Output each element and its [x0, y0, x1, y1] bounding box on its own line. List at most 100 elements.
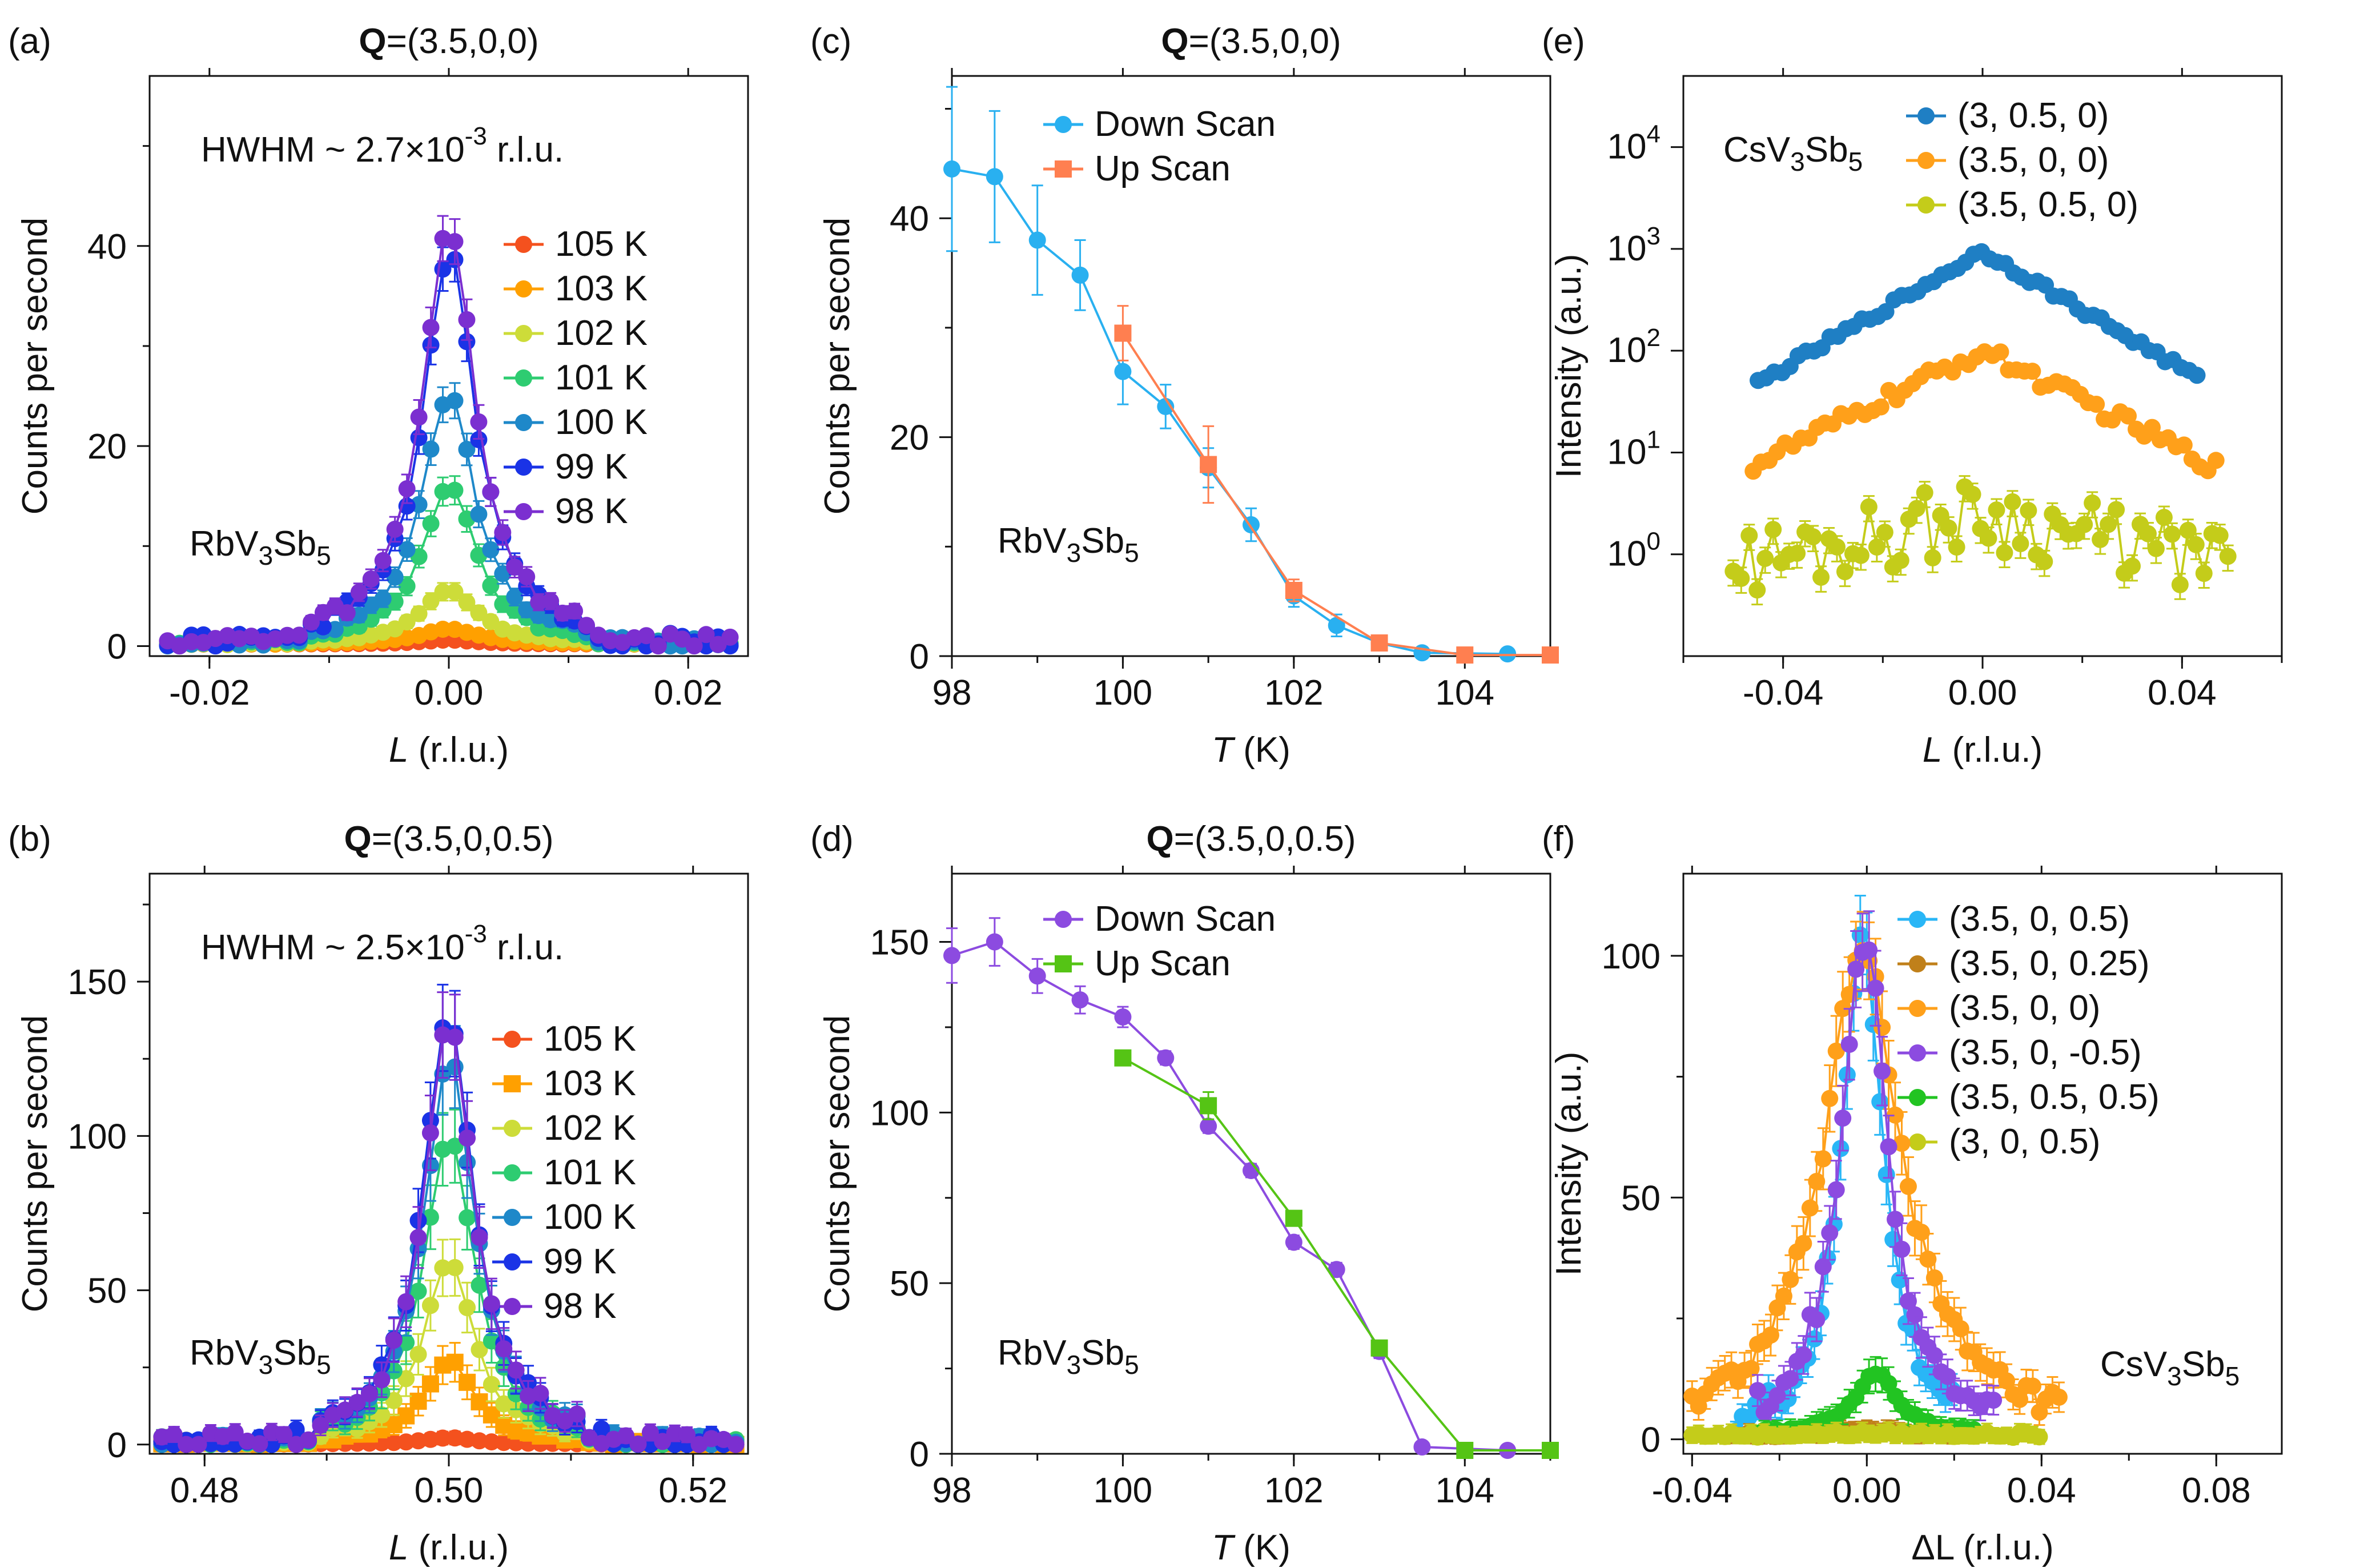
data-point: [421, 1375, 439, 1393]
data-point: [532, 1385, 549, 1402]
legend-marker: [515, 369, 532, 387]
x-tick-label: 102: [1264, 673, 1323, 713]
data-point: [1814, 1258, 1832, 1276]
data-point: [495, 1340, 513, 1358]
data-point: [1285, 1233, 1302, 1251]
data-point: [458, 593, 476, 611]
data-point: [1998, 1372, 2016, 1390]
series-line: [167, 489, 730, 646]
data-point: [434, 620, 452, 638]
data-point: [1808, 1172, 1826, 1190]
data-point: [410, 408, 428, 426]
legend-marker: [1917, 107, 1935, 124]
data-point: [471, 1432, 488, 1450]
x-axis-label: T (K): [1212, 730, 1290, 770]
panel-label: (b): [8, 819, 51, 859]
data-point: [2219, 548, 2237, 565]
data-point: [2124, 557, 2141, 575]
data-point: [1964, 485, 1981, 503]
data-point: [1840, 1035, 1858, 1053]
data-point: [421, 1124, 439, 1142]
legend-marker: [515, 414, 532, 431]
data-point: [1876, 524, 1893, 541]
data-point: [943, 947, 960, 964]
data-point: [2171, 576, 2189, 593]
data-point: [1756, 549, 1774, 567]
x-tick-label: 0.00: [1948, 673, 2017, 713]
data-point: [1413, 644, 1431, 662]
data-point: [494, 524, 512, 541]
legend-label: 103 K: [544, 1064, 636, 1103]
panel-label: (d): [810, 819, 854, 859]
y-tick-label: 0: [107, 1426, 127, 1465]
data-point: [678, 1426, 696, 1444]
y-axis-label: Counts per second: [15, 1015, 55, 1312]
data-point: [446, 1137, 464, 1155]
data-point: [336, 1401, 354, 1419]
data-point: [2024, 1377, 2041, 1395]
legend-label: 98 K: [544, 1286, 617, 1326]
data-point: [641, 1424, 659, 1441]
data-point: [2050, 1388, 2068, 1406]
legend-label: 99 K: [544, 1242, 617, 1281]
data-point: [470, 604, 488, 622]
data-point: [409, 1282, 427, 1300]
data-point: [398, 541, 416, 558]
data-point: [1827, 1181, 1845, 1199]
data-point: [1821, 1224, 1839, 1242]
y-tick-label: 102: [1607, 324, 1661, 370]
x-tick-label: 0.50: [415, 1471, 484, 1510]
y-tick-label: 0: [107, 627, 127, 666]
y-tick-label: 50: [87, 1272, 127, 1311]
panel-b: (b) Q=(3.5,0,0.5) 0.48 0.50 0.52 L (r.l.u.) 0 5…: [8, 819, 749, 1567]
data-point: [593, 1420, 610, 1438]
data-point: [1948, 538, 1965, 556]
data-layer: [1724, 243, 2237, 606]
legend-label: (3, 0.5, 0): [1957, 96, 2109, 135]
y-tick-label: 50: [890, 1264, 929, 1304]
data-point: [1893, 1135, 1911, 1152]
data-point: [506, 588, 524, 606]
sample-label: RbV3Sb5: [998, 521, 1139, 568]
data-point: [1916, 484, 1933, 501]
data-point: [1834, 1109, 1852, 1127]
sample-label: RbV3Sb5: [190, 1333, 331, 1380]
data-point: [471, 1341, 488, 1358]
y-tick-label: 40: [87, 227, 127, 267]
data-point: [458, 333, 476, 351]
data-point: [1899, 1177, 1917, 1195]
data-point: [2179, 521, 2197, 539]
data-point: [1834, 1000, 1852, 1018]
sample-label: CsV3Sb5: [2100, 1345, 2240, 1391]
x-tick-label: 0.00: [1832, 1471, 1901, 1510]
data-point: [1906, 1306, 1924, 1324]
data-point: [1328, 1261, 1345, 1278]
data-point: [1996, 544, 2013, 562]
data-point: [1860, 941, 1878, 959]
legend-marker: [1917, 152, 1935, 169]
chart-title: Q=(3.5,0,0): [1161, 22, 1341, 61]
data-point: [685, 637, 703, 655]
legend-label: Up Scan: [1095, 944, 1231, 983]
data-point: [2084, 494, 2101, 512]
x-tick-label: 0.08: [2182, 1471, 2251, 1510]
legend: 105 K 103 K 102 K 101 K 100 K 99 K 98 K: [504, 224, 648, 531]
sample-label: RbV3Sb5: [190, 524, 331, 570]
data-point: [629, 1435, 647, 1453]
data-point: [459, 1129, 476, 1147]
y-tick-label: 100: [1607, 528, 1661, 574]
data-point: [1952, 1320, 1969, 1337]
sample-label: RbV3Sb5: [998, 1333, 1139, 1380]
legend-label: 101 K: [544, 1153, 636, 1192]
plot-frame: [1682, 873, 2283, 1455]
data-point: [1542, 646, 1559, 664]
data-point: [1782, 1271, 1799, 1288]
series-line: [161, 1026, 736, 1446]
data-point: [459, 1298, 476, 1316]
data-point: [291, 626, 308, 644]
legend-label: 99 K: [555, 447, 628, 487]
data-point: [422, 440, 440, 458]
series-line: [1121, 332, 1550, 657]
data-point: [943, 160, 960, 178]
